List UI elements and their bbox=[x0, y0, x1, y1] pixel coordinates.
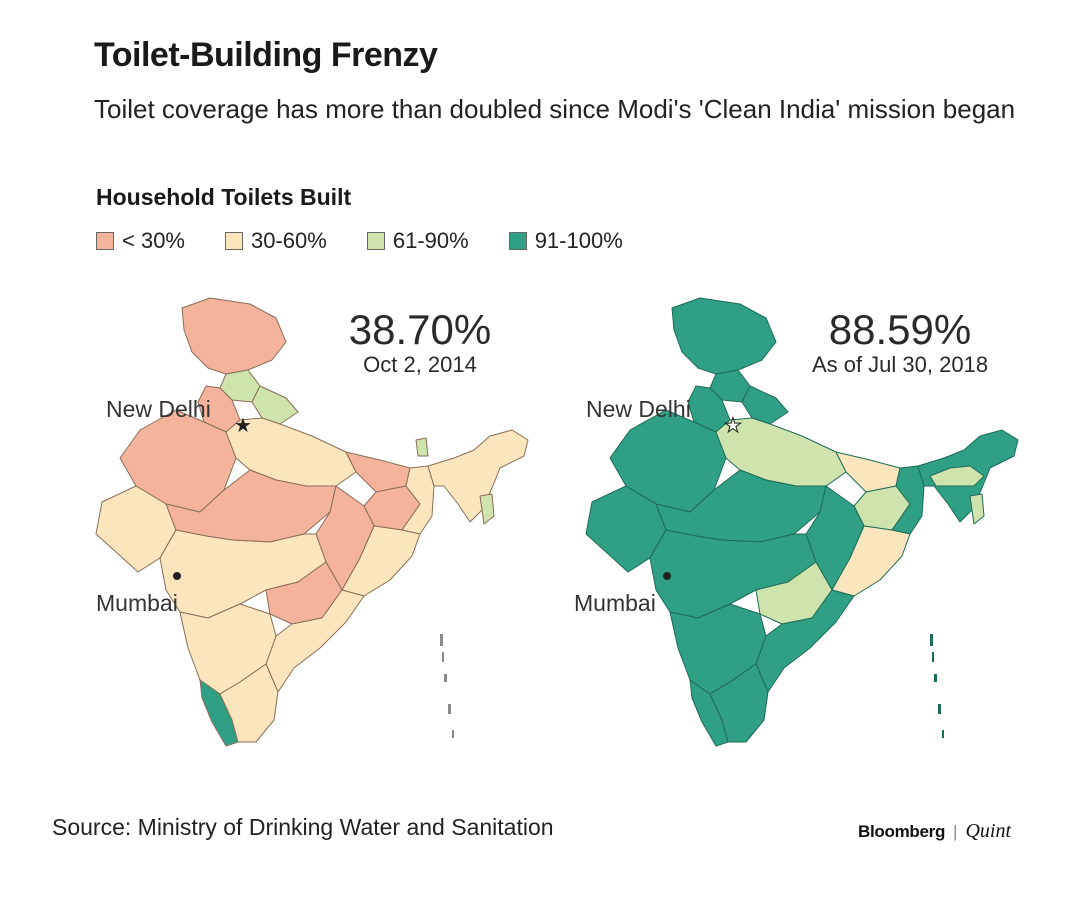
islands bbox=[440, 634, 454, 738]
chart-title: Toilet-Building Frenzy bbox=[94, 36, 438, 74]
legend: < 30% 30-60% 61-90% 91-100% bbox=[96, 228, 663, 254]
city-label-mumbai: Mumbai bbox=[574, 590, 656, 616]
legend-swatch bbox=[508, 232, 527, 250]
brand-logo: Bloomberg | Quint bbox=[858, 820, 1011, 843]
legend-swatch bbox=[96, 232, 114, 250]
mumbai-marker bbox=[173, 572, 181, 580]
delhi-star-icon: ★ bbox=[234, 413, 252, 437]
region-odisha bbox=[831, 525, 911, 597]
region-jammu-kashmir bbox=[181, 297, 287, 375]
brand-name: Bloomberg bbox=[858, 821, 946, 841]
city-label-delhi: New Delhi bbox=[106, 396, 211, 422]
coverage-2018-date: As of Jul 30, 2018 bbox=[811, 352, 989, 377]
legend-item-below-30: < 30% bbox=[96, 228, 185, 254]
mumbai-marker bbox=[663, 572, 671, 580]
brand-partner: Quint bbox=[965, 820, 1012, 842]
city-label-mumbai: Mumbai bbox=[96, 590, 178, 616]
legend-label: 30-60% bbox=[251, 228, 327, 253]
chart-subtitle: Toilet coverage has more than doubled si… bbox=[94, 94, 1016, 124]
stat-2014: 38.70% Oct 2, 2014 bbox=[300, 308, 540, 378]
region-tamil-nadu bbox=[709, 663, 769, 743]
region-assam bbox=[929, 465, 985, 487]
region-odisha bbox=[341, 525, 421, 597]
region-bihar bbox=[345, 451, 411, 493]
region-ne-states bbox=[427, 429, 529, 523]
legend-item-61-90: 61-90% bbox=[366, 228, 469, 254]
legend-item-30-60: 30-60% bbox=[225, 228, 327, 254]
legend-swatch bbox=[366, 232, 385, 250]
india-map-2014: ★ bbox=[95, 297, 529, 747]
region-tamil-nadu bbox=[219, 663, 279, 743]
region-sikkim bbox=[415, 437, 429, 457]
region-jammu-kashmir bbox=[671, 297, 777, 375]
source-note: Source: Ministry of Drinking Water and S… bbox=[52, 814, 554, 840]
coverage-2014-date: Oct 2, 2014 bbox=[363, 352, 477, 377]
coverage-2014-value: 38.70% bbox=[348, 306, 492, 353]
legend-label: < 30% bbox=[122, 228, 185, 253]
legend-title: Household Toilets Built bbox=[96, 184, 352, 210]
legend-swatch bbox=[225, 232, 243, 250]
region-tripura bbox=[479, 493, 495, 525]
stat-2018: 88.59% As of Jul 30, 2018 bbox=[770, 308, 1030, 378]
legend-label: 61-90% bbox=[392, 228, 469, 253]
brand-separator: | bbox=[953, 821, 958, 841]
legend-item-91-100: 91-100% bbox=[508, 228, 623, 254]
region-tripura bbox=[969, 493, 985, 525]
legend-label: 91-100% bbox=[534, 228, 623, 253]
city-label-delhi: New Delhi bbox=[586, 396, 691, 422]
delhi-star-icon: ★ bbox=[724, 413, 742, 437]
coverage-2018-value: 88.59% bbox=[828, 306, 972, 353]
india-map-2018: ★ bbox=[585, 297, 1019, 747]
region-bihar bbox=[835, 451, 901, 493]
islands bbox=[930, 634, 944, 738]
